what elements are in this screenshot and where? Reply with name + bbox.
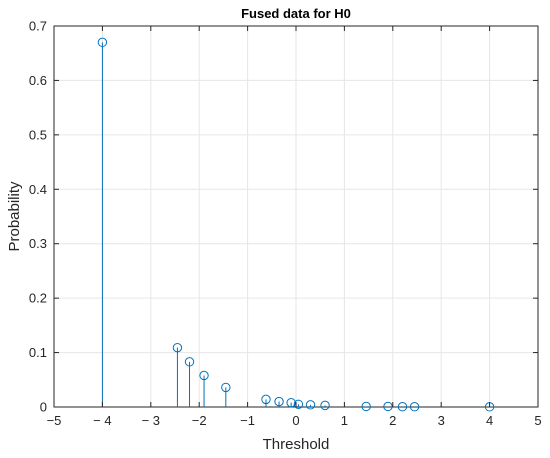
x-tick-label: 4 [486, 413, 493, 428]
x-tick-label: 2 [389, 413, 396, 428]
grid [54, 26, 538, 407]
stem-marker [286, 397, 296, 408]
stem-marker [409, 402, 420, 412]
x-tick-label: −2 [192, 413, 207, 428]
stem-marker [184, 357, 195, 367]
y-axis-label: Probability [6, 181, 23, 252]
y-tick-label: 0.7 [29, 19, 47, 34]
stem-marker [97, 37, 108, 48]
x-tick-label: − 3 [142, 413, 160, 428]
x-tick-label: 5 [534, 413, 541, 428]
stem-marker [293, 399, 304, 409]
y-tick-label: 0.4 [29, 182, 47, 197]
ticks: −5 − 4 − 3 −2 −1 0 1 2 3 4 5 0 0.1 0.2 0.3 0.4 0.5 0.6 0.7 [29, 19, 542, 429]
y-tick-label: 0.5 [29, 127, 47, 142]
stem-marker [274, 396, 284, 407]
x-tick-label: 3 [438, 413, 445, 428]
x-tick-label: − 4 [93, 413, 111, 428]
stem-marker [305, 400, 316, 410]
x-axis-label: Threshold [263, 436, 330, 453]
x-tick-label: −5 [47, 413, 62, 428]
x-tick-label: 0 [292, 413, 299, 428]
stem-marker [383, 401, 393, 412]
stem-marker [172, 342, 183, 353]
stem-marker [221, 382, 231, 393]
y-tick-label: 0 [40, 400, 47, 415]
stem-marker [199, 370, 209, 381]
y-tick-label: 0.6 [29, 73, 47, 88]
y-tick-label: 0.3 [29, 236, 47, 251]
stem-marker [320, 400, 330, 411]
y-tick-label: 0.1 [29, 345, 47, 360]
stem-marker [361, 401, 371, 412]
x-tick-label: −1 [240, 413, 255, 428]
markers [97, 37, 495, 412]
y-tick-label: 0.2 [29, 291, 47, 306]
x-tick-label: 1 [341, 413, 348, 428]
stem-marker [261, 394, 271, 405]
chart-title: Fused data for H0 [241, 6, 351, 21]
stem-marker [397, 402, 408, 412]
